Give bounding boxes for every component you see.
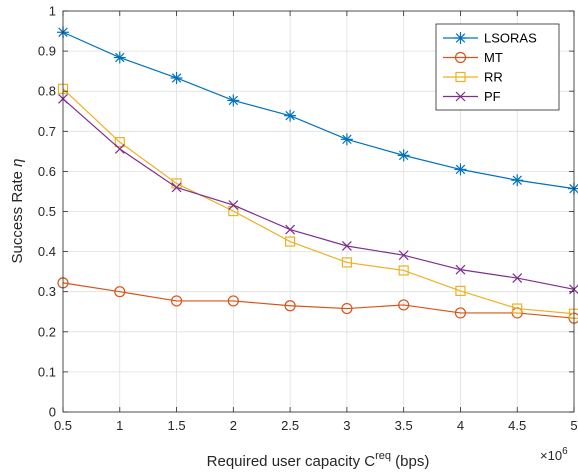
y-axis-label-main: Success Rate bbox=[9, 167, 26, 264]
series-line-lsoras bbox=[62, 31, 575, 190]
legend-marker-pf bbox=[455, 91, 466, 102]
series-pf bbox=[58, 93, 578, 295]
data-point-pf bbox=[512, 273, 523, 283]
x-tick-label: 4.5 bbox=[508, 418, 526, 433]
legend-item-lsoras: LSORAS bbox=[443, 31, 537, 46]
data-point-lsoras bbox=[227, 94, 240, 107]
data-point-pf bbox=[285, 224, 296, 235]
y-axis-label-symbol: η bbox=[9, 158, 26, 166]
y-tick-label: 0.2 bbox=[38, 324, 56, 339]
data-point-pf bbox=[341, 241, 352, 251]
data-point-lsoras bbox=[170, 71, 183, 84]
data-point-mt bbox=[341, 302, 353, 315]
x-tick-label: 4 bbox=[457, 418, 464, 433]
legend-label-lsoras: LSORAS bbox=[484, 31, 537, 46]
data-point-rr bbox=[512, 303, 523, 314]
y-tick-label: 0.5 bbox=[38, 204, 56, 219]
y-tick-label: 0.4 bbox=[38, 244, 56, 259]
data-point-lsoras bbox=[113, 51, 126, 64]
data-point-pf bbox=[398, 250, 409, 261]
data-point-rr bbox=[455, 285, 466, 296]
legend-marker-mt bbox=[454, 51, 467, 64]
x-axis-multiplier: ×106 bbox=[540, 446, 568, 463]
data-point-lsoras bbox=[284, 109, 297, 122]
series-lsoras bbox=[57, 26, 578, 195]
series-line-mt bbox=[62, 282, 575, 319]
data-point-mt bbox=[170, 295, 183, 307]
legend-item-mt: MT bbox=[443, 50, 503, 65]
y-tick-label: 0.1 bbox=[38, 364, 56, 379]
x-tick-label: 3.5 bbox=[395, 418, 413, 433]
data-point-pf bbox=[455, 264, 466, 275]
data-point-rr bbox=[285, 236, 296, 247]
x-axis-label: Required user capacity Creq (bps) bbox=[207, 450, 430, 470]
y-tick-label: 0.7 bbox=[38, 124, 56, 139]
legend-label-rr: RR bbox=[484, 70, 503, 85]
data-point-rr bbox=[228, 205, 239, 217]
y-tick-label: 0.8 bbox=[38, 84, 56, 99]
x-tick-label: 2 bbox=[230, 418, 237, 433]
legend-item-rr: RR bbox=[443, 70, 503, 85]
data-point-rr bbox=[341, 257, 352, 268]
y-tick-label: 0 bbox=[49, 405, 56, 420]
data-point-pf bbox=[228, 200, 239, 211]
data-point-lsoras bbox=[397, 149, 410, 162]
x-tick-label: 1 bbox=[116, 418, 123, 433]
legend-item-pf: PF bbox=[443, 89, 501, 104]
x-tick-label: 0.5 bbox=[54, 418, 72, 433]
legend-marker-rr bbox=[455, 71, 466, 83]
legend-marker-lsoras bbox=[454, 32, 467, 44]
x-tick-label: 1.5 bbox=[168, 418, 186, 433]
y-tick-label: 1 bbox=[49, 4, 56, 19]
y-axis-label: Success Rate η bbox=[9, 158, 26, 263]
y-tick-label: 0.3 bbox=[38, 284, 56, 299]
data-point-mt bbox=[227, 295, 239, 307]
x-tick-label: 5 bbox=[570, 418, 577, 433]
x-multiplier-exponent: 6 bbox=[562, 446, 568, 457]
data-point-pf bbox=[114, 144, 125, 154]
axis-ticks: 0.5 1 1.5 2 2.5 3 3.5 4 4.5 5 0 0.1 0.2 0.3 0.4 0.5 0.6 0… bbox=[38, 4, 578, 434]
x-multiplier-base: ×10 bbox=[540, 448, 562, 463]
data-point-mt bbox=[398, 299, 410, 311]
x-axis-label-unit: (bps) bbox=[391, 453, 429, 470]
series-layer bbox=[57, 26, 578, 324]
legend-label-pf: PF bbox=[484, 89, 501, 104]
y-tick-label: 0.6 bbox=[38, 164, 56, 179]
legend-box bbox=[435, 23, 560, 111]
legend-label-mt: MT bbox=[484, 50, 503, 65]
data-point-rr bbox=[398, 265, 409, 276]
data-point-rr bbox=[114, 137, 125, 148]
data-point-lsoras bbox=[454, 163, 467, 176]
data-point-mt bbox=[284, 300, 296, 312]
data-point-mt bbox=[454, 307, 467, 319]
data-point-lsoras bbox=[511, 174, 524, 187]
data-point-pf bbox=[171, 182, 182, 193]
data-point-mt bbox=[114, 286, 126, 298]
series-line-rr bbox=[62, 88, 575, 315]
x-axis-label-main: Required user capacity C bbox=[207, 453, 376, 470]
data-point-lsoras bbox=[340, 133, 353, 146]
legend: LSORAS MT RR PF bbox=[435, 23, 560, 111]
x-axis-label-superscript: req bbox=[375, 450, 391, 462]
series-line-pf bbox=[62, 98, 575, 290]
x-tick-label: 3 bbox=[343, 418, 350, 433]
y-tick-label: 0.9 bbox=[38, 44, 56, 59]
x-tick-label: 2.5 bbox=[281, 418, 299, 433]
